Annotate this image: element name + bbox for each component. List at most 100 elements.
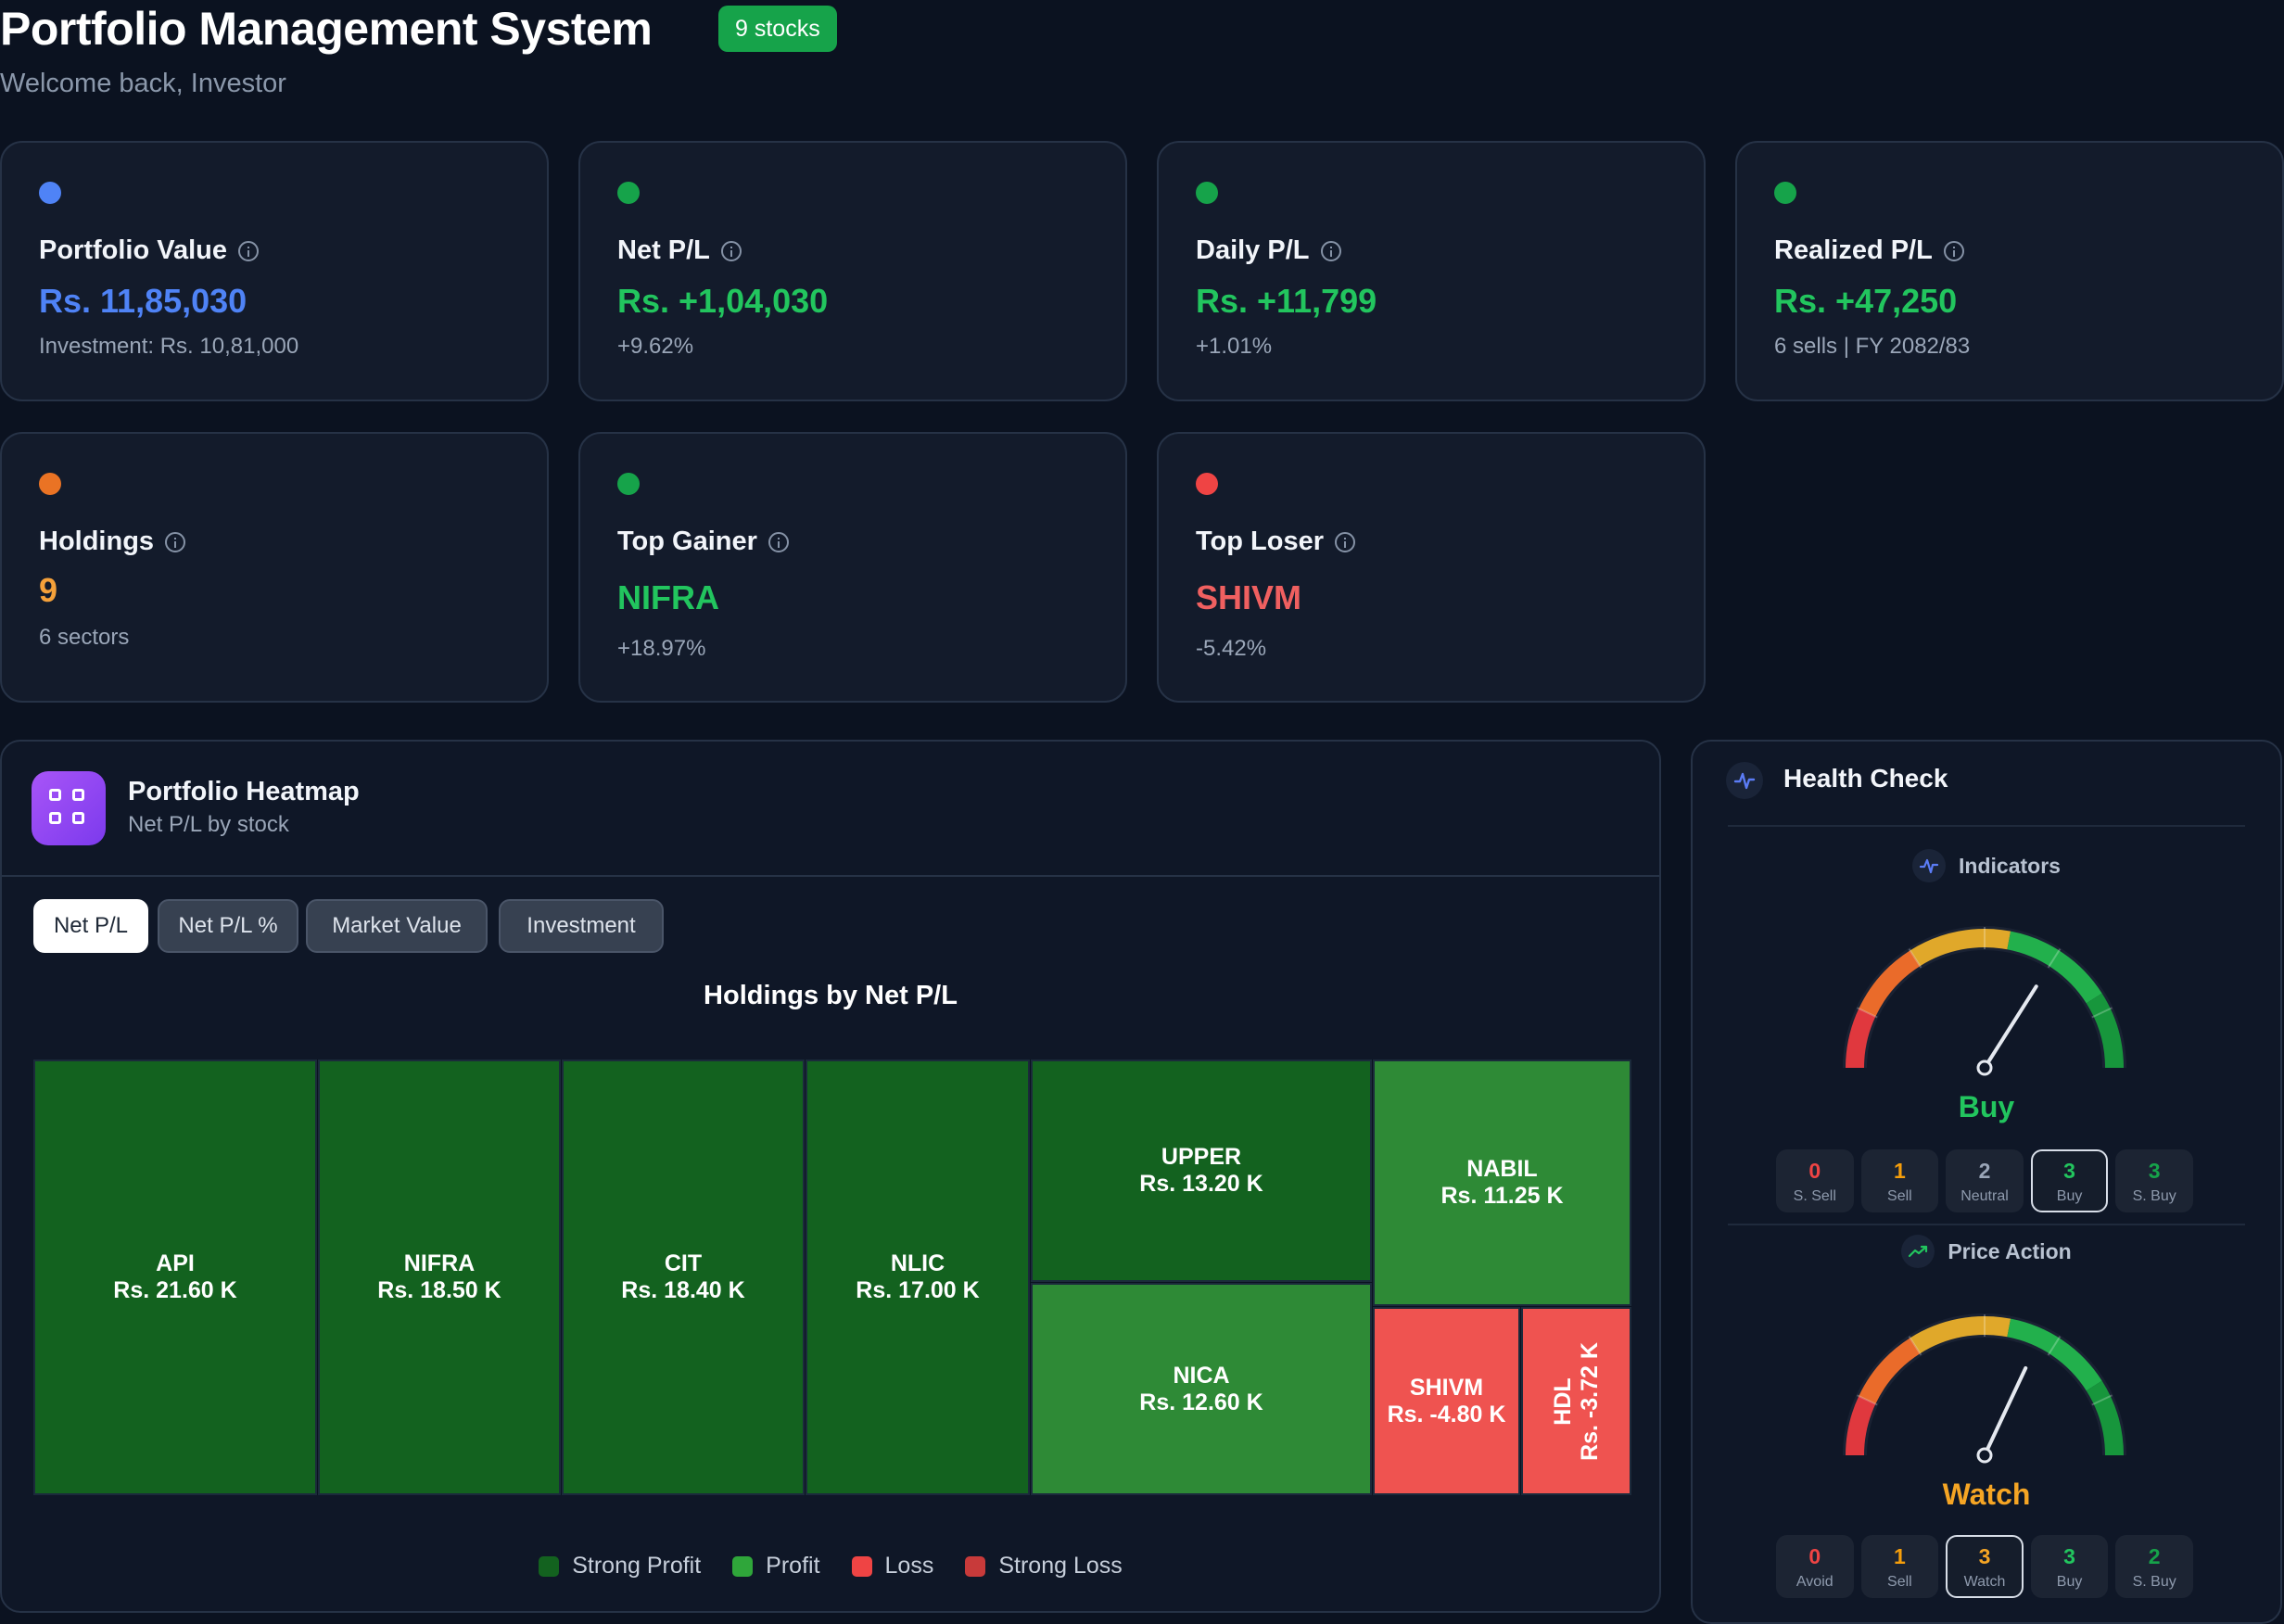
- tile-name: API: [156, 1250, 195, 1276]
- info-icon[interactable]: [1320, 240, 1341, 261]
- tab-net-pl[interactable]: Net P/L: [33, 899, 148, 953]
- card-subtext: 6 sectors: [39, 625, 130, 650]
- tile-hdl[interactable]: HDL Rs. -3.72 K: [1521, 1307, 1631, 1495]
- tab-market-value[interactable]: Market Value: [306, 899, 488, 953]
- tile-value: Rs. 12.60 K: [1139, 1389, 1263, 1415]
- divider: [1728, 825, 2245, 827]
- count-label: S. Sell: [1793, 1188, 1836, 1204]
- count-value: 3: [2063, 1159, 2075, 1183]
- count-value: 0: [1808, 1159, 1821, 1183]
- indicators-section: Indicators: [1693, 849, 2280, 882]
- gauge-needle: [1983, 984, 2038, 1070]
- tile-nlic[interactable]: NLIC Rs. 17.00 K: [806, 1059, 1030, 1495]
- gauge-tick: [1908, 948, 1922, 969]
- price-action-section: Price Action: [1693, 1235, 2280, 1268]
- card-value: Rs. +47,250: [1774, 282, 1958, 320]
- card-label: Top Loser: [1196, 527, 1325, 556]
- info-icon[interactable]: [238, 240, 260, 261]
- gauge-segment: [1910, 929, 2011, 967]
- card-label: Top Gainer: [617, 527, 757, 556]
- gauge-track: [1843, 926, 2126, 1069]
- card-subtext: -5.42%: [1196, 636, 1267, 661]
- tile-name: HDL: [1549, 1377, 1576, 1426]
- gauge-segment: [2086, 1380, 2124, 1456]
- card-label: Portfolio Value: [39, 235, 228, 265]
- tab-net-pl-percent[interactable]: Net P/L %: [158, 899, 298, 953]
- card-subtext: 6 sells | FY 2082/83: [1774, 334, 1971, 359]
- info-icon[interactable]: [1335, 531, 1356, 552]
- count-sell[interactable]: 1 Sell: [1860, 1535, 1939, 1598]
- legend-swatch: [965, 1555, 986, 1577]
- count-label: Sell: [1887, 1188, 1912, 1204]
- gauge-track: [1843, 1313, 2126, 1456]
- activity-icon: [1912, 849, 1947, 882]
- card-subtext: +18.97%: [617, 636, 706, 661]
- info-icon[interactable]: [1943, 240, 1964, 261]
- divider: [1728, 1224, 2245, 1225]
- card-portfolio-value: Portfolio Value Rs. 11,85,030 Investment…: [0, 141, 549, 401]
- price-action-verdict: Watch: [1942, 1478, 2031, 1511]
- gauge-needle: [1983, 1365, 2028, 1457]
- count-value: 2: [2148, 1544, 2161, 1568]
- count-value: 3: [2063, 1544, 2075, 1568]
- legend-profit[interactable]: Profit: [732, 1553, 820, 1580]
- tile-nifra[interactable]: NIFRA Rs. 18.50 K: [318, 1059, 561, 1495]
- card-label: Realized P/L: [1774, 235, 1933, 265]
- legend-label: Strong Loss: [998, 1553, 1123, 1579]
- count-buy[interactable]: 3 Buy: [2030, 1149, 2109, 1212]
- legend-label: Profit: [766, 1553, 820, 1579]
- info-icon[interactable]: [720, 240, 742, 261]
- tile-api[interactable]: API Rs. 21.60 K: [33, 1059, 317, 1495]
- tile-value: Rs. 11.25 K: [1440, 1183, 1564, 1209]
- tile-value: Rs. 18.50 K: [377, 1277, 501, 1303]
- tile-name: UPPER: [1161, 1144, 1242, 1170]
- status-dot: [1774, 182, 1796, 204]
- grid-icon: [32, 771, 106, 845]
- count-sell[interactable]: 1 Sell: [1860, 1149, 1939, 1212]
- count-value: 1: [1893, 1544, 1906, 1568]
- legend-strong-loss[interactable]: Strong Loss: [965, 1553, 1123, 1580]
- tile-nica[interactable]: NICA Rs. 12.60 K: [1031, 1283, 1372, 1495]
- count-avoid[interactable]: 0 Avoid: [1776, 1535, 1854, 1598]
- tile-cit[interactable]: CIT Rs. 18.40 K: [562, 1059, 805, 1495]
- tile-name: NIFRA: [403, 1250, 476, 1276]
- legend-swatch: [851, 1555, 872, 1577]
- tile-upper[interactable]: UPPER Rs. 13.20 K: [1031, 1059, 1372, 1282]
- count-strong-buy[interactable]: 3 S. Buy: [2115, 1149, 2193, 1212]
- card-realized-pl: Realized P/L Rs. +47,250 6 sells | FY 20…: [1735, 141, 2284, 401]
- card-label: Net P/L: [617, 235, 710, 265]
- health-check-title: Health Check: [1783, 764, 1948, 793]
- card-daily-pl: Daily P/L Rs. +11,799 +1.01%: [1157, 141, 1706, 401]
- tile-shivm[interactable]: SHIVM Rs. -4.80 K: [1373, 1307, 1520, 1495]
- count-neutral[interactable]: 2 Neutral: [1946, 1149, 2024, 1212]
- gauge-tick: [2091, 1007, 2113, 1019]
- legend-label: Loss: [884, 1553, 934, 1579]
- count-watch[interactable]: 3 Watch: [1946, 1535, 2024, 1598]
- card-label: Holdings: [39, 527, 155, 556]
- card-value: NIFRA: [617, 578, 719, 616]
- legend-label: Strong Profit: [572, 1553, 702, 1579]
- tab-investment[interactable]: Investment: [499, 899, 664, 953]
- gauge-segment: [2007, 1318, 2102, 1391]
- legend-loss[interactable]: Loss: [851, 1553, 934, 1580]
- info-icon[interactable]: [165, 531, 186, 552]
- portfolio-heatmap-panel: Portfolio Heatmap Net P/L by stock Net P…: [0, 740, 1661, 1613]
- count-strong-sell[interactable]: 0 S. Sell: [1776, 1149, 1854, 1212]
- count-value: 2: [1978, 1159, 1991, 1183]
- count-label: Buy: [2056, 1574, 2083, 1590]
- health-check-panel: Health Check Indicators Buy 0 S. Sell 1 Se…: [1691, 740, 2282, 1624]
- card-top-gainer: Top Gainer NIFRA +18.97%: [578, 432, 1127, 703]
- indicators-gauge: [1843, 926, 2126, 1076]
- page-header: Portfolio Management System 9 stocks Wel…: [0, 0, 1298, 111]
- legend-strong-profit[interactable]: Strong Profit: [539, 1553, 701, 1580]
- tile-value: Rs. 21.60 K: [113, 1277, 237, 1303]
- status-dot: [1196, 473, 1218, 495]
- info-icon[interactable]: [768, 531, 789, 552]
- price-action-gauge: [1843, 1313, 2126, 1464]
- card-value: 9: [39, 571, 58, 609]
- count-buy[interactable]: 3 Buy: [2030, 1535, 2109, 1598]
- tile-nabil[interactable]: NABIL Rs. 11.25 K: [1373, 1059, 1631, 1306]
- tile-value: Rs. 17.00 K: [856, 1277, 980, 1303]
- count-strong-buy[interactable]: 2 S. Buy: [2115, 1535, 2193, 1598]
- count-value: 0: [1808, 1544, 1821, 1568]
